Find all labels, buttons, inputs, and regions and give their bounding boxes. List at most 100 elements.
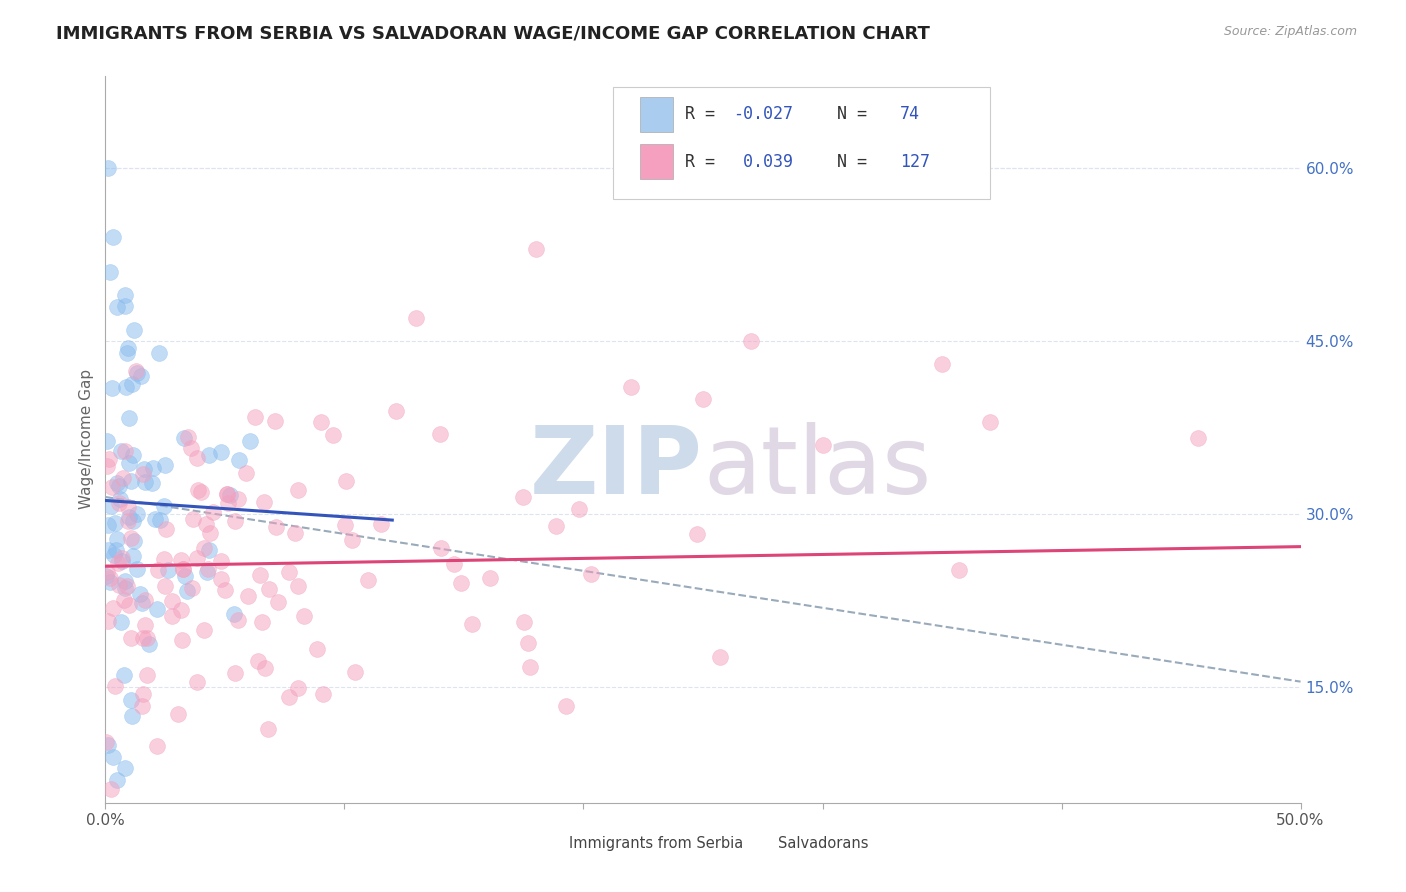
Point [94,569,117,583]
Point [127,507,149,521]
Point [127,562,149,576]
Point [740,334,762,349]
Point [219,488,242,502]
Point [516,636,538,650]
Point [128,587,150,601]
Point [112,667,135,681]
Point [111,471,134,485]
Point [186,551,208,566]
Point [187,483,209,498]
Point [136,631,159,645]
Text: Salvadorans: Salvadorans [779,836,869,851]
Text: 0.039: 0.039 [733,153,793,170]
Point [190,484,212,499]
Point [157,563,180,577]
Point [111,551,134,566]
Point [195,517,218,532]
Point [253,495,276,509]
Point [118,411,141,425]
Point [224,665,246,680]
Point [121,448,143,462]
Point [142,461,165,475]
Point [121,376,143,391]
Point [129,368,153,383]
Point [197,542,219,557]
Point [198,525,221,540]
Point [931,357,953,371]
Point [94,735,117,749]
Point [176,583,198,598]
Point [335,474,357,488]
Point [108,479,131,493]
Point [131,698,153,713]
Point [96,565,118,579]
Point [214,582,236,597]
Point [257,722,280,736]
Point [166,707,188,722]
Point [117,500,139,515]
Point [430,541,453,555]
Point [181,512,204,526]
Point [193,541,215,555]
FancyBboxPatch shape [640,145,673,179]
Point [120,475,142,489]
Point [96,434,118,448]
Point [948,563,970,577]
Point [620,380,643,394]
Point [277,690,299,704]
Text: 74: 74 [900,105,920,123]
Point [125,364,148,378]
Point [170,603,193,617]
Point [266,595,288,609]
Point [117,341,139,355]
Point [524,242,547,256]
Point [108,495,131,509]
Point [98,574,121,589]
Point [1187,431,1209,445]
Point [104,543,127,558]
Point [124,534,146,549]
Point [114,581,136,595]
Point [136,668,159,682]
Point [287,681,309,695]
Point [247,654,270,668]
Point [254,661,277,675]
Point [228,453,250,467]
Point [101,749,124,764]
Point [121,708,143,723]
Text: 127: 127 [900,153,931,170]
Point [131,596,153,610]
Point [100,781,122,796]
Point [357,573,380,587]
Point [236,589,259,603]
Point [153,458,176,472]
Point [692,392,714,406]
FancyBboxPatch shape [745,832,770,855]
Point [149,513,172,527]
Point [101,230,124,244]
Point [114,288,136,302]
FancyBboxPatch shape [613,87,990,200]
Point [333,517,356,532]
Point [686,527,709,541]
Point [186,675,208,690]
Point [117,514,139,528]
Point [224,514,246,528]
Point [479,571,502,585]
Point [112,592,135,607]
Point [114,761,136,775]
Text: ZIP: ZIP [530,423,703,515]
Point [162,594,184,608]
Point [173,562,195,576]
Point [120,631,142,645]
Point [145,601,167,615]
Point [429,426,451,441]
Point [108,492,131,507]
Point [186,451,208,466]
Point [249,567,271,582]
Point [101,480,124,494]
Point [512,491,534,505]
Point [284,525,307,540]
Point [162,608,184,623]
Point [100,381,122,395]
